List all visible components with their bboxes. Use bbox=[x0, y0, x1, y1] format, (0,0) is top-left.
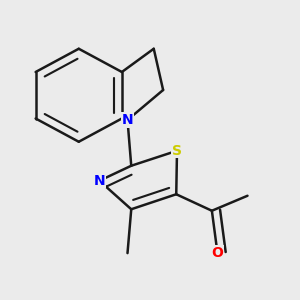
Text: N: N bbox=[94, 174, 105, 188]
Text: S: S bbox=[172, 144, 182, 158]
Text: N: N bbox=[122, 113, 133, 127]
Text: O: O bbox=[212, 246, 224, 260]
